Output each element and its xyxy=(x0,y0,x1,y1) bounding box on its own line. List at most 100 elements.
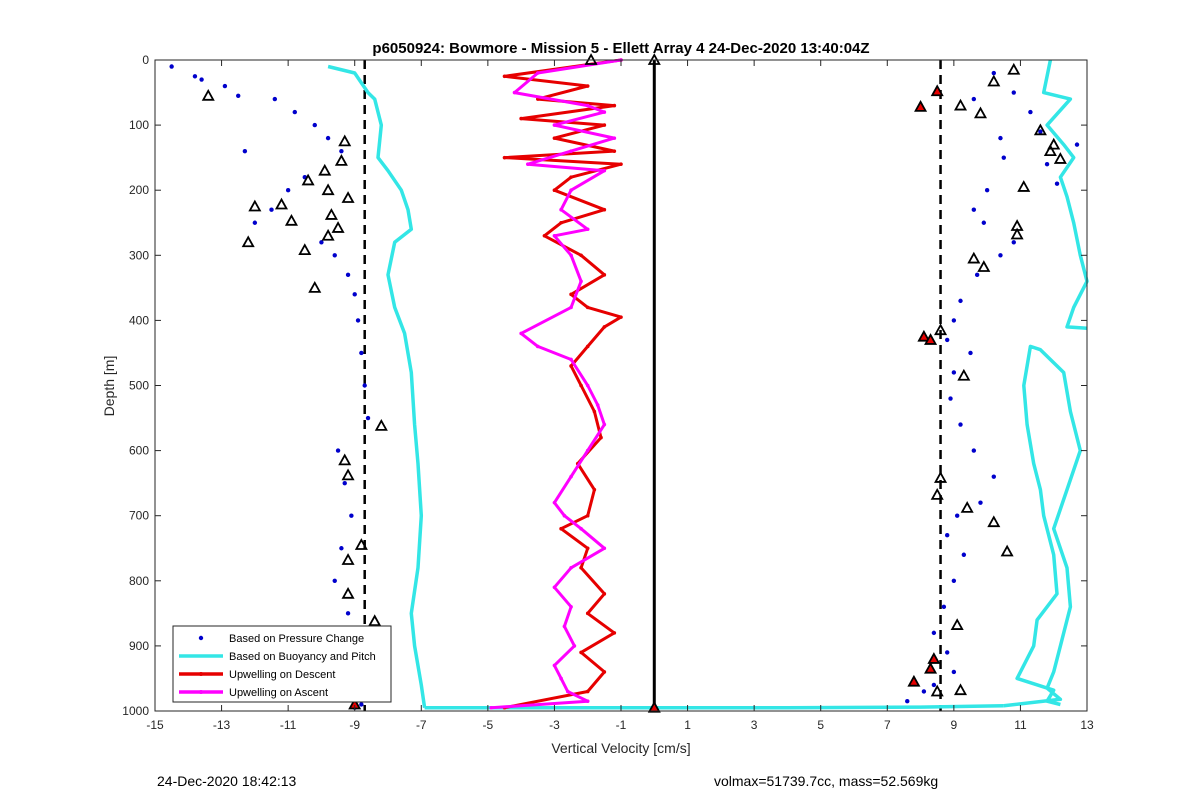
footer-stats: volmax=51739.7cc, mass=52.569kg xyxy=(714,773,939,789)
open-triangle-marker xyxy=(987,515,1001,528)
upwelling-on-descent-point xyxy=(579,650,583,655)
upwelling-on-descent-point xyxy=(552,188,557,192)
open-triangle-marker xyxy=(967,251,981,264)
pressure-point xyxy=(319,240,324,245)
pressure-point xyxy=(199,77,204,82)
pressure-point xyxy=(345,611,351,616)
pressure-point xyxy=(349,513,354,518)
x-tick-label: -13 xyxy=(213,718,231,732)
open-triangle-marker xyxy=(953,683,968,696)
open-triangle-marker xyxy=(341,553,355,565)
pressure-point xyxy=(951,578,957,583)
upwelling-on-ascent-point xyxy=(569,188,573,192)
open-triangle-marker xyxy=(960,501,974,513)
upwelling-on-ascent-point xyxy=(569,357,573,362)
upwelling-on-descent-point xyxy=(612,631,617,635)
open-triangle-marker xyxy=(953,98,968,111)
legend-entry-label: Upwelling on Ascent xyxy=(229,687,328,699)
upwelling-on-ascent-point xyxy=(569,305,573,310)
open-triangle-marker xyxy=(341,468,355,481)
footer-timestamp: 24-Dec-2020 18:42:13 xyxy=(157,773,297,789)
pressure-point xyxy=(931,682,937,688)
x-axis-label: Vertical Velocity [cm/s] xyxy=(551,740,690,756)
y-axis-label: Depth [m] xyxy=(101,356,117,417)
pressure-point xyxy=(285,188,291,193)
pressure-point xyxy=(355,318,361,323)
open-triangle-marker xyxy=(987,74,1001,87)
x-tick-label: -9 xyxy=(349,718,360,732)
open-triangle-marker xyxy=(274,197,289,210)
legend-swatch-marker xyxy=(199,690,203,694)
upwelling-on-ascent-point xyxy=(569,253,573,258)
open-triangle-marker xyxy=(1033,123,1047,136)
upwelling-on-descent-point xyxy=(559,526,563,531)
upwelling-on-ascent-point xyxy=(569,474,573,479)
plot-area xyxy=(155,60,1087,711)
upwelling-on-descent-point xyxy=(579,383,583,388)
y-tick-label: 600 xyxy=(129,444,149,458)
pressure-point xyxy=(941,604,947,610)
upwelling-on-ascent-point xyxy=(552,500,557,505)
pressure-point xyxy=(978,500,983,505)
upwelling-on-descent-point xyxy=(569,364,573,368)
legend-entry-label: Upwelling on Descent xyxy=(229,669,335,681)
open-triangle-marker xyxy=(930,488,944,500)
pressure-point xyxy=(984,188,990,193)
pressure-point xyxy=(971,207,977,212)
x-tick-label: -1 xyxy=(616,718,627,732)
upwelling-on-ascent-point xyxy=(535,344,540,349)
open-triangle-marker xyxy=(1017,180,1031,192)
upwelling-on-ascent-point xyxy=(512,90,517,95)
upwelling-on-ascent-point xyxy=(559,676,563,681)
filled-triangle-marker xyxy=(927,652,941,664)
pressure-point xyxy=(192,74,198,79)
upwelling-on-ascent-point xyxy=(579,526,583,531)
legend-swatch-dot xyxy=(198,635,204,641)
open-triangle-marker xyxy=(324,208,338,220)
open-triangle-marker xyxy=(321,228,335,241)
y-tick-label: 800 xyxy=(129,574,149,588)
pressure-point xyxy=(272,96,278,102)
pressure-point xyxy=(169,64,174,69)
upwelling-on-ascent-point xyxy=(562,624,567,629)
open-triangle-marker xyxy=(1047,137,1061,150)
x-tick-label: 9 xyxy=(951,718,958,732)
upwelling-on-ascent-point xyxy=(602,422,607,427)
filled-triangle-marker xyxy=(924,333,938,345)
pressure-point xyxy=(342,480,347,486)
x-tick-label: 1 xyxy=(684,718,691,732)
pressure-point xyxy=(1038,129,1043,134)
upwelling-on-ascent-point xyxy=(602,110,607,114)
pressure-point xyxy=(1011,240,1016,245)
x-tick-label: -7 xyxy=(416,718,427,732)
pressure-point xyxy=(905,699,910,704)
pressure-point xyxy=(948,396,953,401)
legend-entry-label: Based on Buoyancy and Pitch xyxy=(229,651,376,663)
pressure-point xyxy=(951,318,957,323)
upwelling-on-ascent-point xyxy=(565,689,570,694)
open-triangle-marker xyxy=(248,199,262,212)
filled-triangle-marker xyxy=(924,661,938,674)
pressure-point xyxy=(236,93,241,99)
upwelling-on-descent-point xyxy=(602,123,607,127)
pressure-point xyxy=(998,135,1003,141)
pressure-point xyxy=(339,148,344,154)
y-tick-label: 700 xyxy=(129,509,149,523)
pressure-point xyxy=(365,415,371,421)
upwelling-on-descent-point xyxy=(585,344,590,349)
pressure-point xyxy=(335,448,341,453)
upwelling-on-ascent-point xyxy=(562,513,567,518)
open-triangle-marker xyxy=(1043,144,1057,157)
upwelling-on-descent-point xyxy=(602,670,607,674)
pressure-point xyxy=(1011,90,1016,95)
y-tick-label: 400 xyxy=(129,313,149,327)
pressure-point xyxy=(339,546,344,551)
upwelling-on-descent-point xyxy=(619,315,623,319)
upwelling-on-descent-point xyxy=(579,565,583,570)
y-tick-label: 0 xyxy=(142,53,149,67)
pressure-point xyxy=(991,70,996,76)
upwelling-on-descent-point xyxy=(585,84,590,88)
x-tick-label: 11 xyxy=(1014,718,1027,732)
upwelling-on-descent-point xyxy=(542,233,547,238)
pressure-point xyxy=(312,122,317,128)
